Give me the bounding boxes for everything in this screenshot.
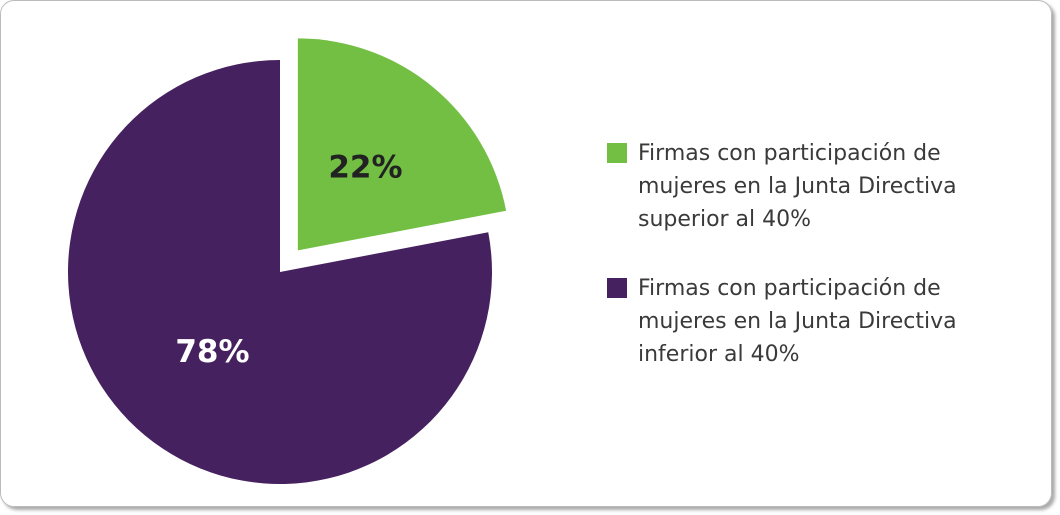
legend-label: Firmas con participación de mujeres en l… [638, 141, 957, 232]
frame [0, 0, 1052, 507]
pie-slice [297, 38, 507, 251]
pie-slice [68, 60, 493, 484]
legend-label: Firmas con participación de mujeres en l… [638, 276, 957, 367]
legend-swatch [607, 278, 627, 298]
legend-item: Firmas con participación de mujeres en l… [607, 272, 978, 371]
slice-label: 78% [175, 334, 249, 370]
legend-swatch [607, 143, 627, 163]
slice-label: 22% [328, 149, 402, 185]
legend-item: Firmas con participación de mujeres en l… [607, 137, 978, 236]
